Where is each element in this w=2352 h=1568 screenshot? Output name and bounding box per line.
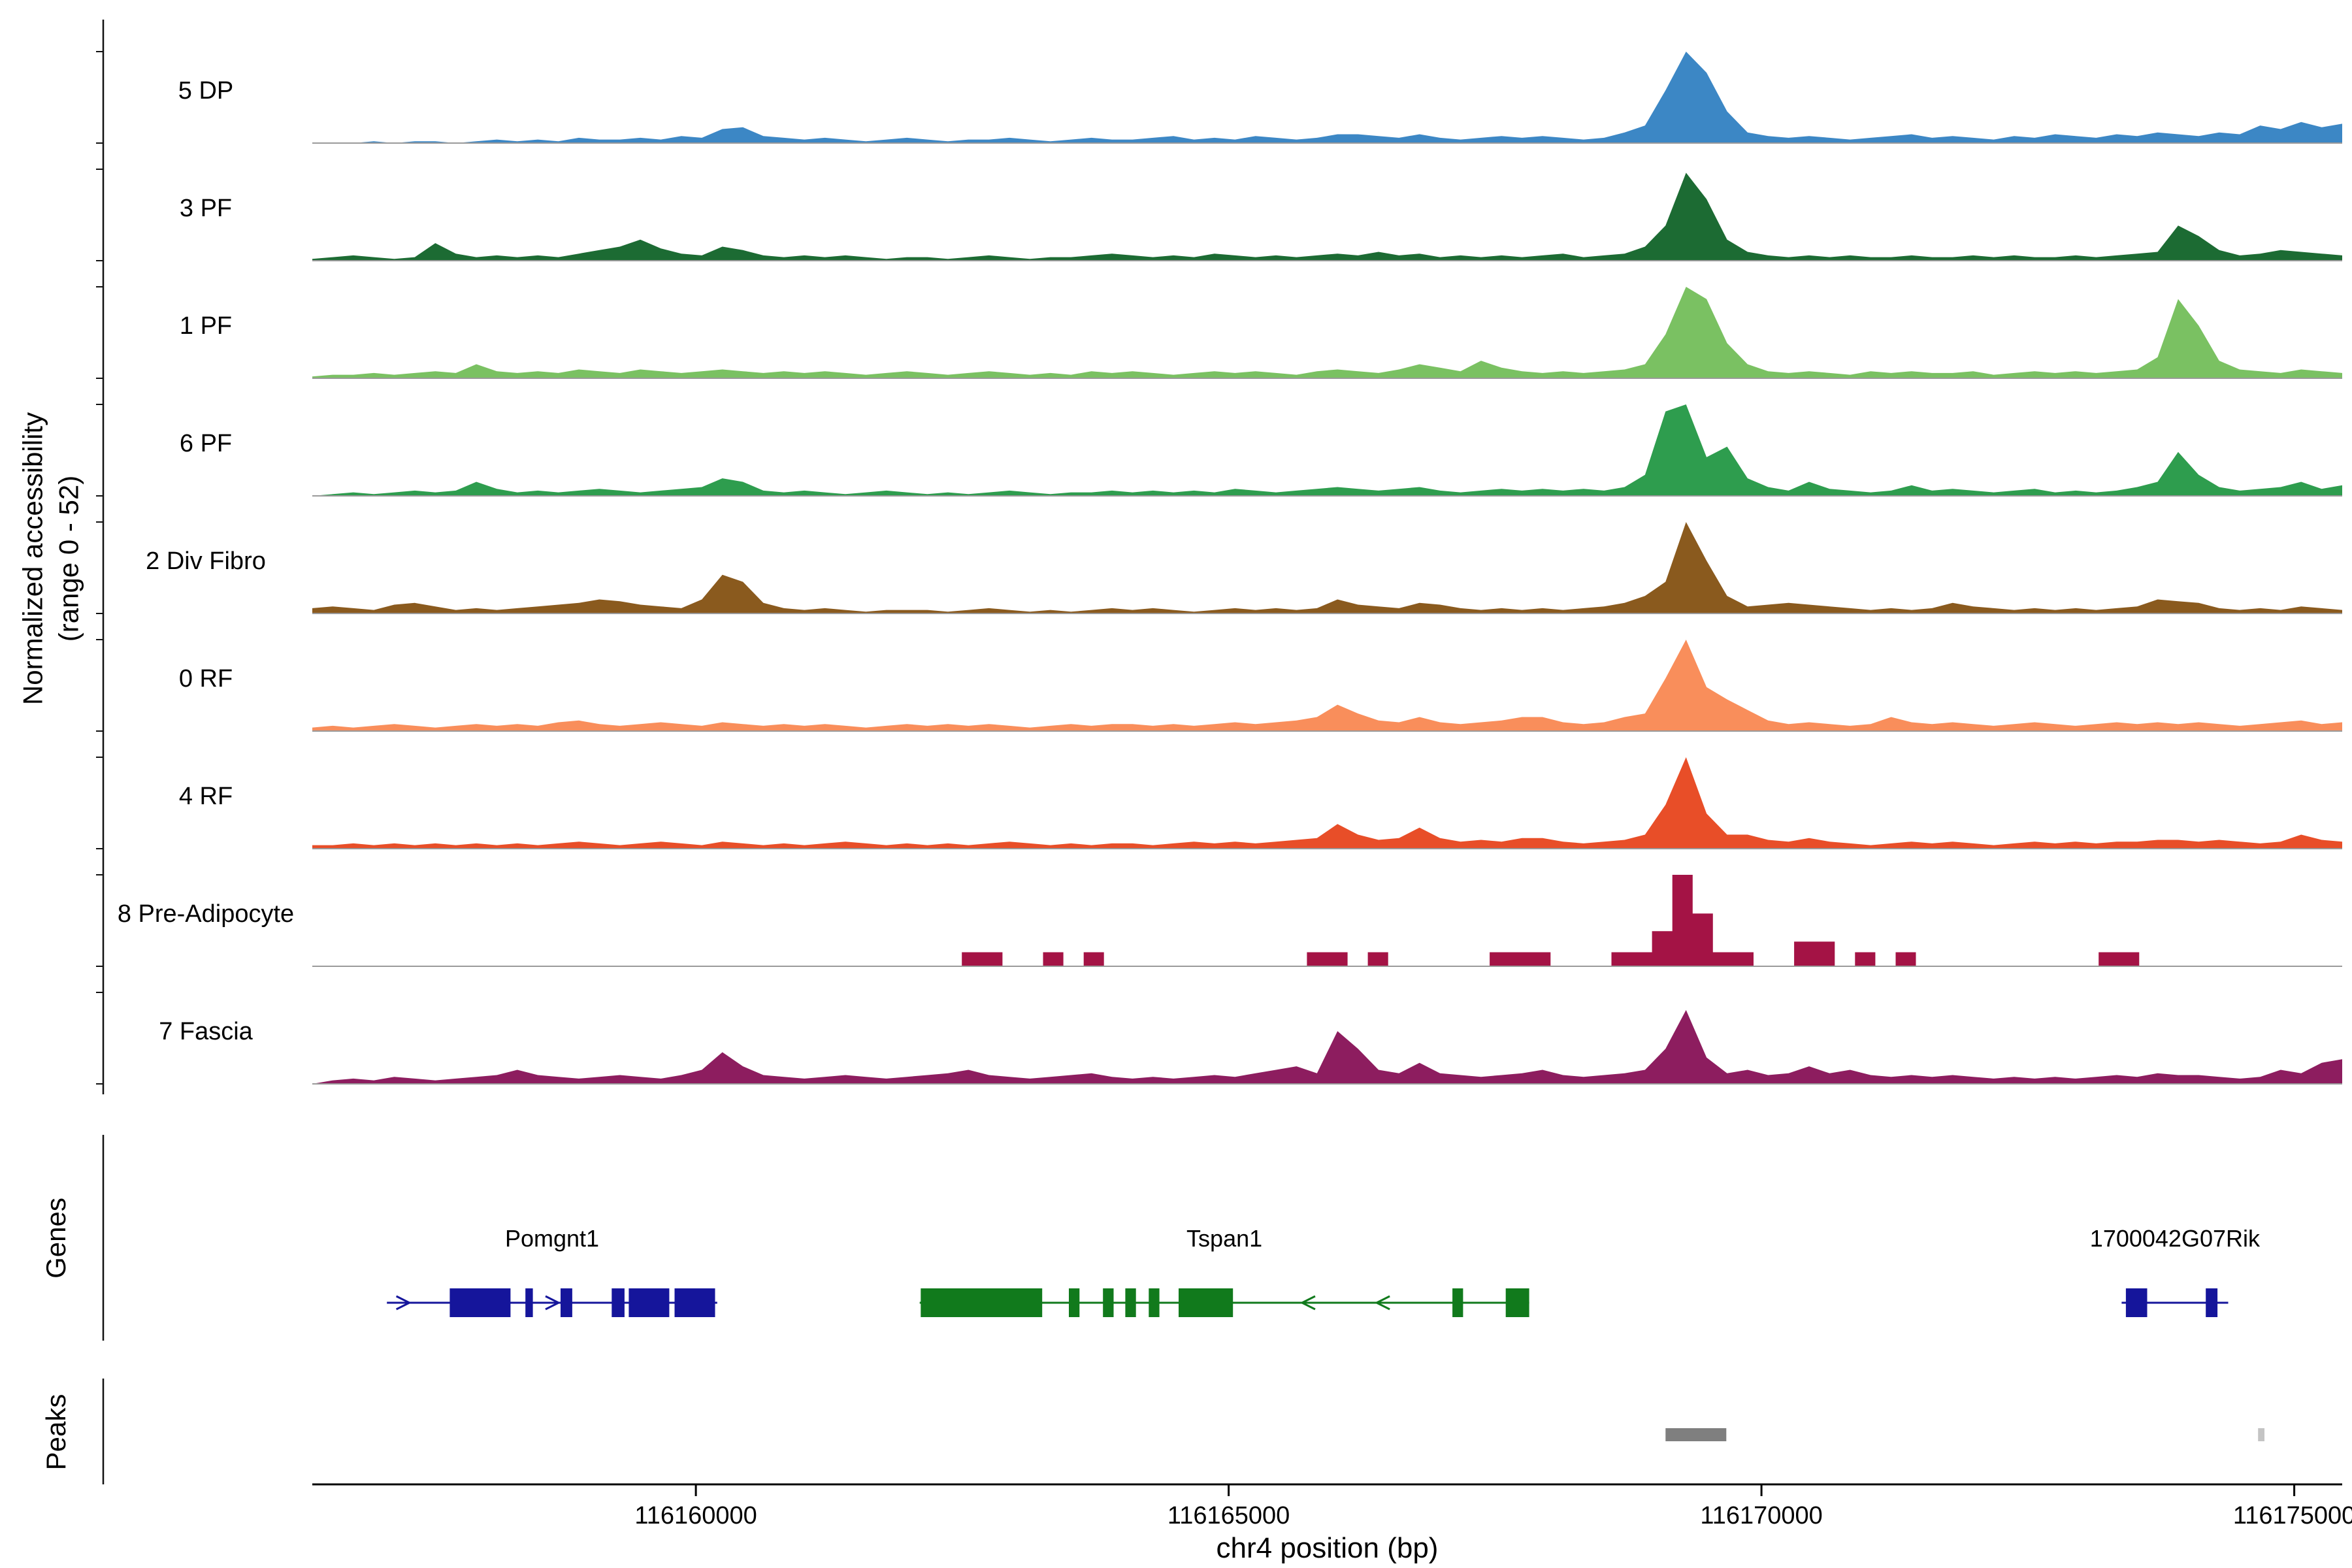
gene-exon (674, 1288, 715, 1317)
peak-region (2258, 1428, 2264, 1441)
gene-exon (1069, 1288, 1080, 1317)
gene-1700042g07rik: 1700042G07Rik (2090, 1225, 2261, 1317)
y-axis-label-line2: (range 0 - 52) (53, 475, 84, 642)
x-axis-tick-label: 116175000 (2233, 1502, 2352, 1529)
track-signal-1-pf (312, 287, 2342, 378)
track-label-4-rf: 4 RF (179, 783, 233, 810)
gene-exon (525, 1288, 533, 1317)
track-signal-5-dp (312, 52, 2342, 143)
track-signal-7-fascia (312, 1009, 2342, 1084)
gene-tspan1: Tspan1 (919, 1225, 1529, 1317)
gene-name: 1700042G07Rik (2090, 1225, 2261, 1252)
track-label-7-fascia: 7 Fascia (159, 1018, 253, 1045)
gene-exon (449, 1288, 511, 1317)
gene-exon (2206, 1288, 2218, 1317)
strand-arrow (1299, 1295, 1316, 1311)
track-label-1-pf: 1 PF (180, 312, 232, 340)
gene-exon (1149, 1288, 1160, 1317)
x-axis-tick-label: 116165000 (1168, 1502, 1290, 1529)
gene-exon (1452, 1288, 1463, 1317)
gene-exon (612, 1288, 625, 1317)
x-axis-tick-label: 116170000 (1700, 1502, 1822, 1529)
track-label-6-pf: 6 PF (180, 430, 232, 457)
track-signal-8-pre-adipocyte (312, 875, 2342, 966)
y-axis-label-line1: Normalized accessibility (17, 412, 48, 706)
gene-pomgnt1: Pomgnt1 (387, 1225, 717, 1317)
x-axis-tick-label: 116160000 (634, 1502, 757, 1529)
track-label-3-pf: 3 PF (180, 195, 232, 222)
gene-exon (1505, 1288, 1529, 1317)
gene-exon (561, 1288, 572, 1317)
y-axis-label: Normalized accessibility (range 0 - 52) (15, 412, 86, 705)
strand-arrow (395, 1295, 412, 1311)
track-label-2-div-fibro: 2 Div Fibro (146, 547, 266, 575)
gene-exon (921, 1288, 1043, 1317)
track-signal-4-rf (312, 757, 2342, 849)
track-label-5-dp: 5 DP (178, 77, 233, 105)
track-signal-0-rf (312, 640, 2342, 731)
gene-exon (629, 1288, 670, 1317)
gene-exon (1179, 1288, 1233, 1317)
track-signal-6-pf (312, 404, 2342, 496)
track-label-8-pre-adipocyte: 8 Pre-Adipocyte (118, 900, 294, 928)
gene-exon (1125, 1288, 1136, 1317)
genes-section-label: Genes (41, 1198, 71, 1279)
peaks-section-label: Peaks (41, 1394, 71, 1471)
gene-name: Pomgnt1 (505, 1225, 599, 1252)
track-label-0-rf: 0 RF (179, 665, 233, 693)
track-signal-2-div-fibro (312, 522, 2342, 613)
gene-exon (1103, 1288, 1114, 1317)
gene-exon (2125, 1288, 2148, 1317)
strand-arrow (1374, 1295, 1390, 1311)
strand-arrow (545, 1295, 561, 1311)
track-signal-3-pf (312, 172, 2342, 261)
gene-name: Tspan1 (1186, 1225, 1262, 1252)
peak-region (1665, 1428, 1727, 1441)
x-axis-title: chr4 position (bp) (1216, 1532, 1439, 1564)
